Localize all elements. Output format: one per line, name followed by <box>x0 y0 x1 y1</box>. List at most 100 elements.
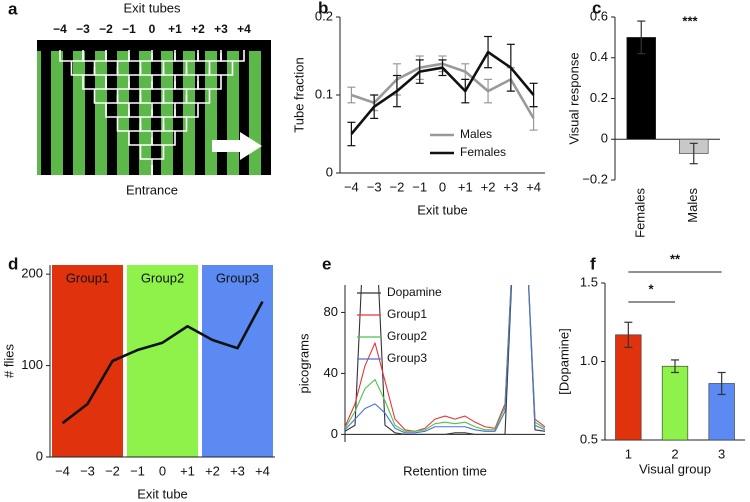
line <box>61 300 264 425</box>
tube-label: −3 <box>76 22 90 36</box>
y-tick-label: 0 <box>36 448 43 463</box>
x-tick-label: 0 <box>159 463 166 478</box>
x-axis-label: Retention time <box>403 463 487 478</box>
x-tick-label: −4 <box>55 463 70 478</box>
x-tick-label: +4 <box>255 463 270 478</box>
x-tick-label: −1 <box>130 463 145 478</box>
stripe <box>217 40 227 175</box>
annotation: * <box>648 281 654 296</box>
diagram-title: Exit tubes <box>123 0 181 15</box>
y-tick-label: 0.4 <box>590 49 608 64</box>
y-tick-label: 0.6 <box>590 8 608 23</box>
maze-branch <box>162 123 188 137</box>
stripe <box>195 40 205 175</box>
x-tick-label: Males <box>685 188 700 223</box>
tube-label: +2 <box>191 22 205 36</box>
entrance-label: Entrance <box>126 182 178 197</box>
x-tick-label: 3 <box>718 446 725 461</box>
annotation: *** <box>682 13 698 28</box>
panel-label: d <box>8 254 18 273</box>
legend-label: Group2 <box>387 329 427 343</box>
tube-label: −1 <box>122 22 136 36</box>
tube-label: 0 <box>149 22 156 36</box>
y-axis-label: # flies <box>1 344 16 378</box>
stripe <box>85 40 95 175</box>
y-tick-label: −0.2 <box>582 171 608 186</box>
panel-label: b <box>318 0 328 17</box>
stripe <box>261 40 271 175</box>
x-axis-label: Exit tube <box>137 486 188 501</box>
maze-diagram: a Exit tubes Entrance −4 −3 −2 −1 0 +1 +2 +3 +4 <box>8 0 271 197</box>
top-band <box>37 40 270 51</box>
tube-label: +1 <box>168 22 182 36</box>
legend-label: Females <box>460 145 506 159</box>
legend-label: Dopamine <box>387 285 442 299</box>
y-tick-label: 0.2 <box>315 8 333 23</box>
legend-label: Group3 <box>387 351 427 365</box>
region-label: Group2 <box>141 270 184 285</box>
x-tick-label: 0 <box>439 179 446 194</box>
annotation: ** <box>670 251 681 266</box>
x-tick-label: −3 <box>80 463 95 478</box>
tube-label: −4 <box>53 22 67 36</box>
x-tick-label: Females <box>633 188 648 238</box>
line <box>345 285 545 432</box>
y-tick-label: 40 <box>324 365 338 380</box>
x-tick-label: −2 <box>390 179 405 194</box>
x-tick-label: −2 <box>105 463 120 478</box>
y-tick-label: 0 <box>326 164 333 179</box>
bar <box>626 37 656 140</box>
panel-label: a <box>8 0 18 18</box>
legend-label: Group1 <box>387 307 427 321</box>
tube-label: +3 <box>214 22 228 36</box>
bar <box>615 334 642 441</box>
y-tick-label: 100 <box>21 357 43 372</box>
line <box>345 285 545 432</box>
bar <box>708 383 735 441</box>
maze-branch <box>185 95 211 109</box>
panel-label: c <box>592 0 601 17</box>
x-tick-label: +2 <box>205 463 220 478</box>
y-tick-label: 200 <box>21 266 43 281</box>
y-axis-label: Tube fraction <box>291 57 306 132</box>
maze-branch <box>174 109 199 123</box>
x-tick-label: +1 <box>458 179 473 194</box>
y-tick-label: 0 <box>601 131 608 146</box>
arrow <box>212 132 262 160</box>
y-tick-label: 0.1 <box>315 86 333 101</box>
stripe <box>173 40 183 175</box>
y-tick-label: 1.0 <box>580 353 598 368</box>
x-tick-label: 2 <box>671 446 678 461</box>
maze-branch <box>197 81 222 95</box>
x-tick-label: +3 <box>503 179 518 194</box>
region <box>127 265 198 457</box>
maze-branch <box>139 151 165 165</box>
y-tick-label: 1.5 <box>580 274 598 289</box>
bar <box>661 365 689 441</box>
line <box>345 285 545 434</box>
panel-label: e <box>322 254 331 273</box>
y-axis-label: Visual response <box>566 52 581 144</box>
stripe <box>151 40 161 175</box>
x-tick-label: 1 <box>625 446 632 461</box>
maze-branch <box>220 53 245 67</box>
x-tick-label: +2 <box>481 179 496 194</box>
x-tick-label: +3 <box>230 463 245 478</box>
y-axis-label: [Dopamine] <box>556 328 571 394</box>
x-tick-label: −4 <box>344 179 359 194</box>
legend-label: Males <box>460 127 492 141</box>
x-tick-label: −1 <box>412 179 427 194</box>
stripe <box>239 40 249 175</box>
y-tick-label: 0 <box>331 426 338 441</box>
y-tick-label: 0.2 <box>590 90 608 105</box>
region-label: Group1 <box>66 270 109 285</box>
stripe <box>41 40 51 175</box>
stripe <box>129 40 139 175</box>
stripe <box>63 40 73 175</box>
tube-label: +4 <box>237 22 251 36</box>
y-tick-label: 0.5 <box>580 431 598 446</box>
tube-label: −2 <box>99 22 113 36</box>
region <box>202 265 273 457</box>
